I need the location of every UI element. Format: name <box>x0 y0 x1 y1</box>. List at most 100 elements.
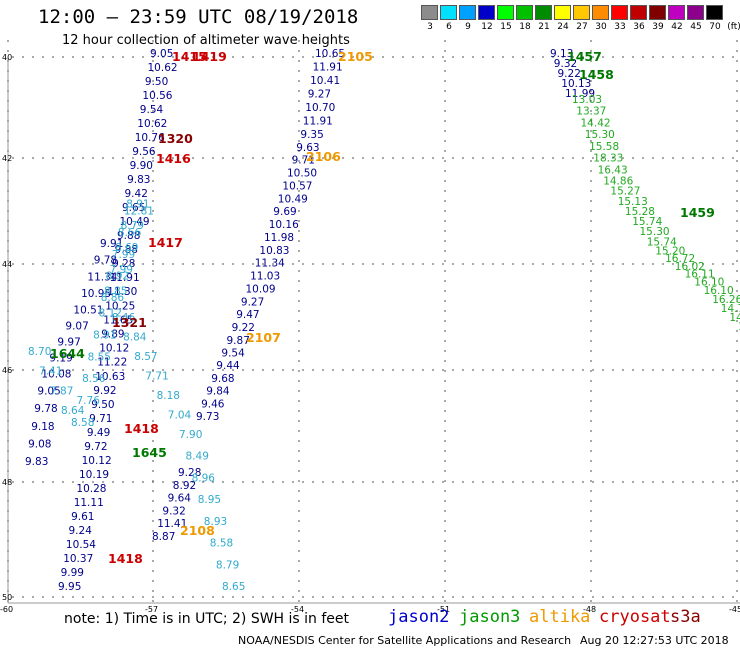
wave-height-value: 10.83 <box>259 245 289 257</box>
wave-height-value: 11.91 <box>110 272 140 284</box>
satellite-tracks: 10.6511.9110.419.2710.7011.919.359.639.7… <box>25 48 740 593</box>
wave-height-value: 11.22 <box>97 357 127 369</box>
wave-height-value: 11.91 <box>313 62 343 74</box>
wave-height-value: 10.76 <box>135 132 165 144</box>
pass-time-label-cryosat: 1415 <box>172 49 207 64</box>
wave-height-value: 15.30 <box>640 226 670 238</box>
legend-jason3: jason3 <box>459 607 521 627</box>
pass-time-label-cryosat: 1419 <box>192 49 227 64</box>
scale-label: 6 <box>446 22 452 32</box>
wave-height-value: 15.30 <box>585 129 615 141</box>
scale-swatch <box>706 5 723 20</box>
lat-label: 40 <box>2 53 12 62</box>
lon-label: -57 <box>145 605 158 614</box>
wave-height-value: 9.71 <box>292 155 315 167</box>
pass-time-label-altika: 2107 <box>246 330 281 345</box>
graticule <box>7 40 738 602</box>
wave-height-value: 9.87 <box>227 335 250 347</box>
wave-height-value: 10.56 <box>142 90 172 102</box>
scale-label: 21 <box>538 22 550 32</box>
wave-height-value: 8.18 <box>157 390 180 402</box>
scale-label: 36 <box>633 22 645 32</box>
wave-height-value: 10.62 <box>148 62 178 74</box>
scale-swatch <box>440 5 457 20</box>
lon-label: -54 <box>291 605 304 614</box>
wave-height-value: 12.81 <box>124 206 154 218</box>
lon-label: -60 <box>0 605 13 614</box>
wave-height-value: 13.37 <box>576 106 606 118</box>
wave-height-value: 16.26 <box>712 294 740 306</box>
wave-height-value: 16.10 <box>694 277 724 289</box>
wave-height-value: 10.08 <box>41 368 71 380</box>
pass-time-label-s3a: 1320 <box>158 131 193 146</box>
lat-label: 46 <box>2 366 12 375</box>
wave-height-value: 9.89 <box>101 329 124 341</box>
wave-height-value: 9.83 <box>25 456 48 468</box>
generation-timestamp: Aug 20 12:27:53 UTC 2018 <box>580 634 729 647</box>
wave-height-value: 8.57 <box>134 351 157 363</box>
wave-height-value: 16.02 <box>675 261 705 273</box>
scale-label: 3 <box>427 22 433 32</box>
wave-height-value: 8.84 <box>123 331 147 343</box>
wave-height-value: 9.47 <box>236 309 259 321</box>
scale-label: 45 <box>690 22 702 32</box>
track-jason2: 10.6511.9110.419.2710.7011.919.359.639.7… <box>196 48 345 423</box>
wave-height-value: 10.95 <box>81 288 111 300</box>
wave-height-value: 8.46 <box>112 312 136 324</box>
wave-height-value: 8.70 <box>28 346 51 358</box>
wave-height-value: 9.65 <box>122 202 145 214</box>
track-jason3: 13.0313.3714.4215.3015.5818.3316.4314.86… <box>572 94 740 333</box>
pass-time-label-jason3: 1644 <box>50 346 85 361</box>
wave-height-value: 15.20 <box>655 245 685 257</box>
wave-height-value: 14.42 <box>581 118 611 130</box>
wave-height-value: 8.95 <box>198 494 221 506</box>
wave-height-value: 14.86 <box>603 175 633 187</box>
wave-height-value: 9.84 <box>206 386 230 398</box>
wave-height-value: 9.78 <box>34 403 57 415</box>
wave-height-value: 9.99 <box>61 567 84 579</box>
wave-height-value: 10.09 <box>246 284 276 296</box>
wave-height-value: 16.43 <box>598 164 628 176</box>
scale-swatch <box>668 5 685 20</box>
scale-label: 33 <box>614 22 626 32</box>
wave-height-value: 8.79 <box>121 220 144 232</box>
track-jason2: 9.91 9.78 11.34 10.95 10.51 9.07 9.97 9.19 10.08… <box>25 238 123 468</box>
scale-swatch <box>554 5 571 20</box>
scale-swatch <box>459 5 476 20</box>
scale-swatch <box>611 5 628 20</box>
pass-time-label-altika: 2105 <box>338 49 373 64</box>
wave-height-value: 7.99 <box>112 249 135 261</box>
wave-height-value: 15.28 <box>625 206 655 218</box>
wave-height-value: 15.74 <box>632 216 662 228</box>
wave-height-value: 10.37 <box>63 553 93 565</box>
wave-height-value: 7.87 <box>50 385 73 397</box>
scale-label: 18 <box>519 22 531 32</box>
wave-height-value: 9.92 <box>93 385 116 397</box>
wave-height-value: 10.25 <box>105 300 135 312</box>
pass-time-label-altika: 2106 <box>306 149 341 164</box>
wave-height-value: 10.50 <box>287 168 317 180</box>
wave-height-value: 9.71 <box>89 413 112 425</box>
wave-height-value: 9.28 <box>112 258 135 270</box>
wave-height-value: 10.41 <box>310 75 340 87</box>
wave-height-value: 8.87 <box>152 531 175 543</box>
wave-height-value: 8.12 <box>99 308 122 320</box>
wave-height-value: 11.91 <box>303 115 333 127</box>
wave-height-value: 8.92 <box>173 480 196 492</box>
wave-height-value: 11.03 <box>250 271 280 283</box>
wave-height-value: 8.55 <box>88 351 111 363</box>
wave-height-value: 11.34 <box>255 258 285 270</box>
wave-height-value: 10.54 <box>66 539 96 551</box>
wave-height-value: 9.32 <box>554 58 577 70</box>
wave-height-value: 9.54 <box>140 104 164 116</box>
wave-height-value: 9.72 <box>84 441 107 453</box>
wave-height-value: 8.79 <box>216 559 239 571</box>
wave-height-value: 10.16 <box>269 219 299 231</box>
lat-label: 44 <box>2 260 12 269</box>
wave-height-value: 7.90 <box>179 429 202 441</box>
wave-height-value: 8.85 <box>104 286 127 298</box>
wave-height-value: 9.83 <box>127 174 150 186</box>
